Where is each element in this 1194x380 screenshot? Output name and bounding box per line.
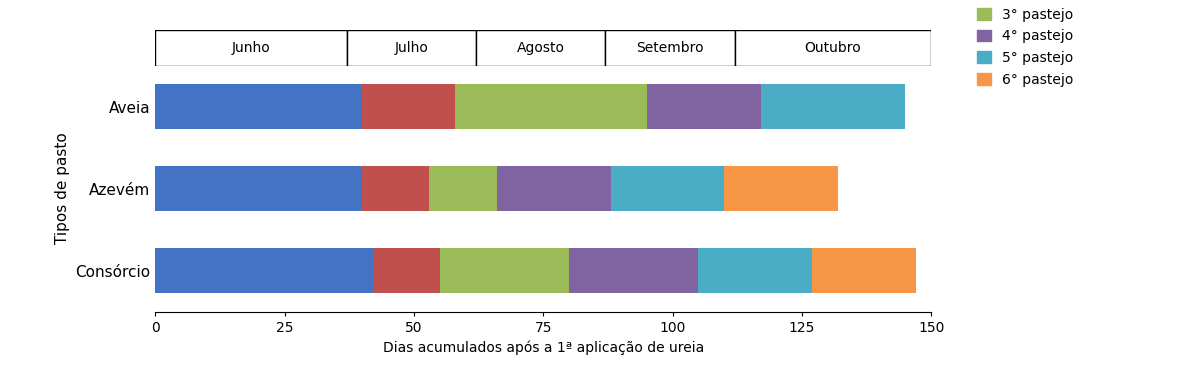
Text: Junho: Junho [232,41,270,55]
Bar [761,84,905,129]
Text: Agosto: Agosto [517,41,565,55]
Text: Outubro: Outubro [805,41,861,55]
Bar [647,84,761,129]
Text: Julho: Julho [394,41,429,55]
Bar [155,166,362,211]
Bar [734,30,931,66]
Bar [497,166,610,211]
Bar [362,166,430,211]
Y-axis label: Tipos de pasto: Tipos de pasto [55,133,69,244]
Bar [362,84,455,129]
Bar [455,84,647,129]
Bar [430,166,497,211]
Bar [610,166,725,211]
Legend: 1° pastejo, 2° pastejo, 3° pastejo, 4° pastejo, 5° pastejo, 6° pastejo: 1° pastejo, 2° pastejo, 3° pastejo, 4° p… [961,0,1088,92]
Bar [439,248,570,293]
Text: Setembro: Setembro [636,41,703,55]
Bar [725,166,838,211]
Bar [155,84,362,129]
Bar [476,30,605,66]
X-axis label: Dias acumulados após a 1ª aplicação de ureia: Dias acumulados após a 1ª aplicação de u… [382,340,704,355]
Bar [605,30,734,66]
Bar [698,248,812,293]
Bar [155,248,373,293]
Bar [570,248,698,293]
Bar [155,30,346,66]
Bar [373,248,439,293]
Bar [346,30,476,66]
Bar [812,248,916,293]
